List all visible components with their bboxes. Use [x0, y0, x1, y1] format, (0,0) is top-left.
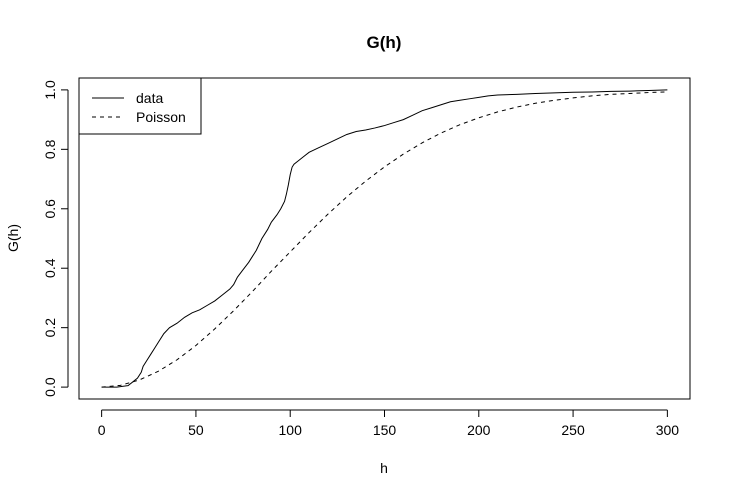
x-axis-label: h — [380, 460, 388, 476]
series-layer — [101, 89, 668, 388]
y-tick-label: 0.8 — [42, 139, 58, 159]
x-tick-label: 0 — [98, 422, 106, 438]
x-tick-label: 300 — [656, 422, 680, 438]
x-axis: 0 50 100 150 200 250 300 — [98, 409, 680, 438]
y-tick-label: 0.4 — [42, 258, 58, 278]
series-line-data — [101, 89, 668, 388]
y-tick-label: 0.2 — [42, 318, 58, 338]
x-tick-label: 150 — [373, 422, 397, 438]
legend: data Poisson — [78, 77, 202, 135]
x-tick-label: 50 — [188, 422, 204, 438]
legend-label-data: data — [136, 90, 163, 106]
legend-label-poisson: Poisson — [136, 109, 186, 125]
x-tick-label: 250 — [561, 422, 585, 438]
y-axis-label: G(h) — [5, 224, 21, 252]
plot-frame — [78, 77, 691, 400]
y-axis: 0.0 0.2 0.4 0.6 0.8 1.0 — [42, 80, 69, 397]
x-tick-label: 200 — [467, 422, 491, 438]
x-tick-label: 100 — [279, 422, 303, 438]
y-tick-label: 1.0 — [42, 80, 58, 100]
y-tick-label: 0.0 — [42, 377, 58, 397]
legend-box — [78, 77, 202, 135]
y-tick-label: 0.6 — [42, 199, 58, 219]
chart-title: G(h) — [367, 33, 402, 52]
series-line-poisson — [101, 91, 668, 388]
